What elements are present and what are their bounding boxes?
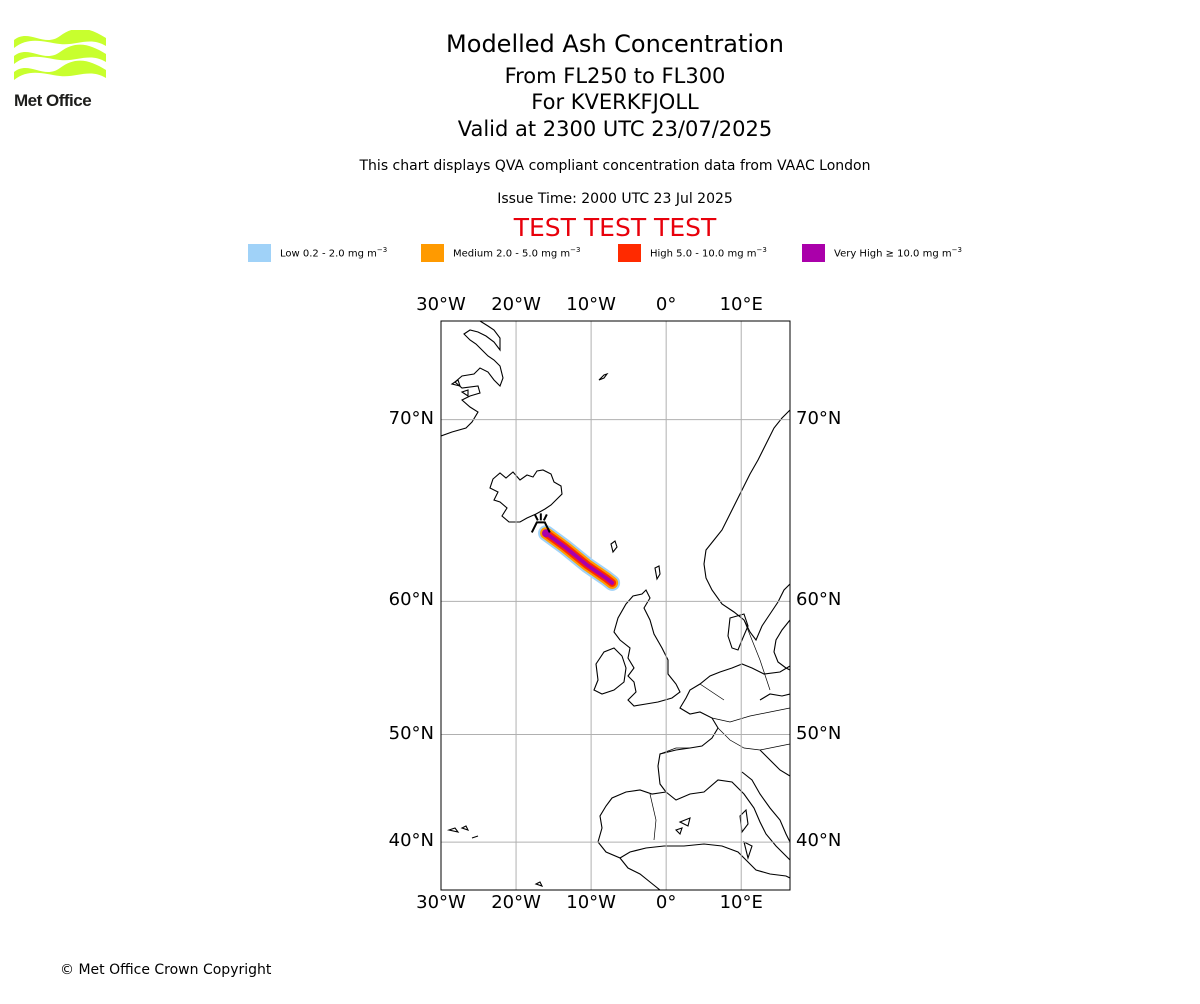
lat-tick-label: 70°N bbox=[388, 407, 434, 429]
logo-waves-icon bbox=[14, 30, 106, 80]
lat-tick-label: 50°N bbox=[388, 722, 434, 744]
legend-swatch-medium bbox=[421, 244, 444, 262]
lon-tick-label: 10°W bbox=[566, 892, 616, 913]
lon-tick-label: 10°E bbox=[719, 892, 763, 913]
chart-title: Modelled Ash Concentration bbox=[446, 30, 784, 58]
issue-time: Issue Time: 2000 UTC 23 Jul 2025 bbox=[497, 191, 733, 207]
shetland bbox=[654, 565, 661, 581]
sardinia-corsica bbox=[739, 808, 753, 860]
lon-tick-label: 10°E bbox=[719, 294, 763, 315]
lon-tick-label: 20°W bbox=[491, 892, 541, 913]
plume-very-high-band bbox=[544, 531, 615, 585]
lon-tick-label: 0° bbox=[655, 892, 677, 913]
map-content bbox=[441, 321, 790, 890]
lon-tick-label: 0° bbox=[655, 294, 677, 315]
mediterranean-coast bbox=[665, 779, 790, 861]
azores bbox=[446, 825, 544, 887]
compliance-note: This chart displays QVA compliant concen… bbox=[359, 158, 871, 174]
coastlines bbox=[441, 321, 790, 890]
legend-label-very-high: Very High ≥ 10.0 mg m bbox=[834, 248, 952, 260]
lat-tick-label: 60°N bbox=[388, 589, 434, 611]
flight-level-range: From FL250 to FL300 bbox=[504, 64, 726, 88]
faroe-islands bbox=[610, 540, 618, 554]
jan-mayen bbox=[598, 372, 609, 381]
ireland-coast bbox=[593, 647, 627, 695]
ash-plume bbox=[538, 525, 621, 591]
baltic bbox=[759, 693, 790, 777]
lon-tick-label: 30°W bbox=[416, 294, 466, 315]
lat-tick-label: 60°N bbox=[796, 589, 842, 611]
volcano-name: For KVERKFJOLL bbox=[531, 90, 699, 114]
legend-swatch-high bbox=[618, 244, 641, 262]
plume-source-core bbox=[542, 529, 551, 538]
met-office-logo: Met Office bbox=[14, 30, 109, 112]
graticule bbox=[441, 321, 790, 890]
valid-time: Valid at 2300 UTC 23/07/2025 bbox=[457, 117, 773, 141]
balearic bbox=[674, 817, 691, 836]
lat-tick-label: 50°N bbox=[796, 722, 842, 744]
volcano-marker-icon bbox=[530, 513, 551, 533]
test-banner: TEST TEST TEST bbox=[513, 213, 717, 242]
lat-tick-label: 40°N bbox=[796, 830, 842, 852]
scandinavia-coast bbox=[703, 409, 790, 642]
legend-label-high: High 5.0 - 10.0 mg m bbox=[650, 248, 757, 260]
europe-coast bbox=[597, 663, 790, 890]
lon-tick-label: 20°W bbox=[491, 294, 541, 315]
lon-tick-label: 30°W bbox=[416, 892, 466, 913]
great-britain-coast bbox=[613, 589, 681, 707]
legend-swatch-very-high bbox=[802, 244, 825, 262]
legend-label-medium: Medium 2.0 - 5.0 mg m bbox=[453, 248, 571, 260]
iceland-coast bbox=[489, 469, 563, 523]
map-frame bbox=[440, 320, 791, 891]
lat-tick-label: 40°N bbox=[388, 830, 434, 852]
lat-tick-label: 70°N bbox=[796, 407, 842, 429]
volcano-glyph bbox=[530, 513, 551, 533]
legend-swatch-low bbox=[248, 244, 271, 262]
lon-tick-label: 10°W bbox=[566, 294, 616, 315]
swedish-coast bbox=[773, 619, 790, 671]
legend-label-low: Low 0.2 - 2.0 mg m bbox=[280, 248, 377, 260]
country-borders bbox=[649, 619, 790, 841]
copyright-notice: © Met Office Crown Copyright bbox=[60, 962, 272, 978]
greenland-coast bbox=[441, 321, 504, 437]
italy-coast bbox=[741, 771, 790, 843]
greenland-islands bbox=[450, 379, 469, 398]
logo-text: Met Office bbox=[14, 91, 92, 110]
denmark-coast bbox=[727, 613, 749, 651]
north-africa-coast bbox=[619, 843, 790, 879]
